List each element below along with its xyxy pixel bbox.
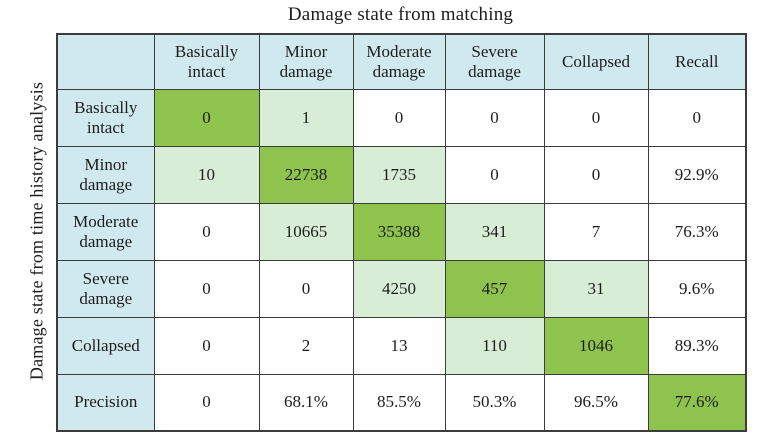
matrix-cell: 110 xyxy=(444,316,545,375)
matrix-cell: 341 xyxy=(444,202,545,261)
matrix-cell: 0 xyxy=(352,88,446,147)
recall-cell: 76.3% xyxy=(647,202,747,261)
matrix-cell: 0 xyxy=(153,259,260,318)
table-row: Collapsed 0 2 13 110 1046 89.3% xyxy=(56,316,747,375)
precision-cell: 96.5% xyxy=(543,373,649,432)
table-row: Moderate damage 0 10665 35388 341 7 76.3… xyxy=(56,202,747,261)
confusion-matrix-table: Basically intact Minor damage Moderate d… xyxy=(56,33,747,432)
precision-cell: 0 xyxy=(153,373,260,432)
row-header: Basically intact xyxy=(56,88,155,147)
col-header: Collapsed xyxy=(543,33,649,90)
matrix-cell: 0 xyxy=(153,88,260,147)
matrix-cell: 0 xyxy=(543,145,649,204)
precision-cell: 50.3% xyxy=(444,373,545,432)
row-header: Moderate damage xyxy=(56,202,155,261)
matrix-cell: 13 xyxy=(352,316,446,375)
matrix-cell: 0 xyxy=(444,145,545,204)
row-header: Precision xyxy=(56,373,155,432)
matrix-cell: 0 xyxy=(258,259,354,318)
matrix-cell: 35388 xyxy=(352,202,446,261)
matrix-cell: 2 xyxy=(258,316,354,375)
col-header: Minor damage xyxy=(258,33,354,90)
matrix-cell: 0 xyxy=(153,316,260,375)
matrix-cell: 1 xyxy=(258,88,354,147)
precision-cell: 68.1% xyxy=(258,373,354,432)
matrix-cell: 1046 xyxy=(543,316,649,375)
matrix-cell: 10665 xyxy=(258,202,354,261)
recall-cell: 89.3% xyxy=(647,316,747,375)
chart-title: Damage state from matching xyxy=(287,4,514,25)
col-header: Severe damage xyxy=(444,33,545,90)
col-header: Recall xyxy=(647,33,747,90)
table-row: Basically intact 0 1 0 0 0 0 xyxy=(56,88,747,147)
matrix-cell: 0 xyxy=(444,88,545,147)
matrix-cell: 4250 xyxy=(352,259,446,318)
table-row: Minor damage 10 22738 1735 0 0 92.9% xyxy=(56,145,747,204)
matrix-cell: 31 xyxy=(543,259,649,318)
row-header: Severe damage xyxy=(56,259,155,318)
row-header: Collapsed xyxy=(56,316,155,375)
matrix-cell: 10 xyxy=(153,145,260,204)
matrix-cell: 457 xyxy=(444,259,545,318)
matrix-cell: 1735 xyxy=(352,145,446,204)
header-row: Basically intact Minor damage Moderate d… xyxy=(56,33,747,90)
y-axis-label: Damage state from time history analysis xyxy=(26,81,47,381)
matrix-cell: 22738 xyxy=(258,145,354,204)
matrix-cell: 0 xyxy=(543,88,649,147)
corner-cell xyxy=(56,33,155,90)
row-header: Minor damage xyxy=(56,145,155,204)
matrix-cell: 7 xyxy=(543,202,649,261)
col-header: Basically intact xyxy=(153,33,260,90)
precision-cell: 85.5% xyxy=(352,373,446,432)
matrix-cell: 0 xyxy=(153,202,260,261)
table-row: Severe damage 0 0 4250 457 31 9.6% xyxy=(56,259,747,318)
table-row: Precision 0 68.1% 85.5% 50.3% 96.5% 77.6… xyxy=(56,373,747,432)
recall-cell: 9.6% xyxy=(647,259,747,318)
col-header: Moderate damage xyxy=(352,33,446,90)
recall-cell: 92.9% xyxy=(647,145,747,204)
precision-cell: 77.6% xyxy=(647,373,747,432)
recall-cell: 0 xyxy=(647,88,747,147)
